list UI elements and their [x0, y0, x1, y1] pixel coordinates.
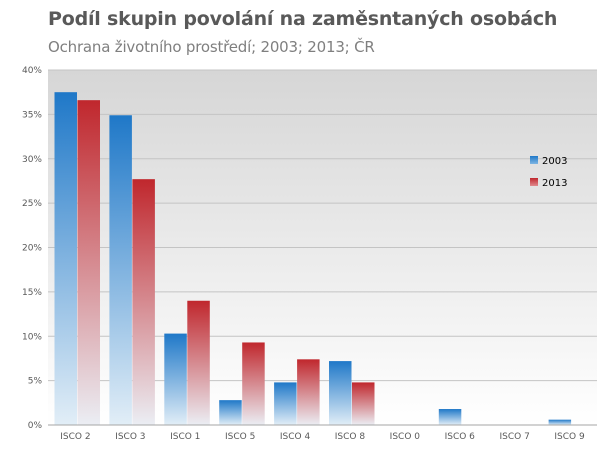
bar-2013-isco-5 — [242, 342, 265, 425]
chart-subtitle: Ochrana životního prostředí; 2003; 2013;… — [48, 38, 375, 56]
y-tick-label: 0% — [28, 421, 43, 431]
bar-2003-isco-9 — [548, 419, 572, 425]
bar-2013-isco-4 — [297, 359, 320, 425]
y-tick-label: 40% — [22, 66, 42, 76]
y-tick-label: 30% — [22, 155, 42, 165]
x-tick-label: ISCO 0 — [390, 432, 421, 442]
bar-2003-isco-8 — [329, 361, 352, 425]
chart-title: Podíl skupin povolání na zaměsntaných os… — [48, 8, 558, 30]
y-tick-label: 15% — [22, 288, 42, 298]
x-tick-label: ISCO 4 — [280, 432, 311, 442]
x-tick-label: ISCO 2 — [60, 432, 90, 442]
x-tick-label: ISCO 5 — [225, 432, 255, 442]
bar-2003-isco-3 — [109, 115, 132, 425]
bar-2003-isco-4 — [274, 382, 297, 425]
x-tick-label: ISCO 1 — [170, 432, 200, 442]
x-tick-label: ISCO 3 — [115, 432, 145, 442]
bar-2003-isco-5 — [219, 400, 242, 425]
y-tick-label: 35% — [22, 110, 42, 120]
x-tick-label: ISCO 8 — [335, 432, 366, 442]
bar-2013-isco-2 — [77, 100, 100, 426]
axes: 0% 5% 10% 15% 20% 25% 30% 35% 40% ISCO 2 ISCO 3 ISC… — [22, 66, 597, 442]
legend-label-2003: 2003 — [542, 156, 567, 167]
bar-2003-isco-6 — [438, 409, 462, 425]
bar-2003-isco-2 — [54, 92, 77, 425]
x-tick-label: ISCO 9 — [554, 432, 585, 442]
bar-2013-isco-1 — [187, 300, 210, 425]
bar-2013-isco-8 — [352, 382, 375, 425]
legend-label-2013: 2013 — [542, 178, 567, 189]
bar-2003-isco-1 — [164, 333, 187, 425]
y-tick-label: 25% — [22, 199, 42, 209]
bar-2013-isco-3 — [132, 179, 155, 425]
y-tick-label: 10% — [22, 332, 42, 342]
x-tick-label: ISCO 7 — [499, 432, 529, 442]
y-tick-label: 20% — [22, 244, 42, 254]
bars — [54, 92, 572, 426]
y-tick-label: 5% — [28, 377, 43, 387]
x-tick-label: ISCO 6 — [445, 432, 476, 442]
legend-swatch-2013 — [530, 178, 538, 186]
legend-swatch-2003 — [530, 156, 538, 164]
legend: 2003 2013 — [530, 156, 567, 189]
